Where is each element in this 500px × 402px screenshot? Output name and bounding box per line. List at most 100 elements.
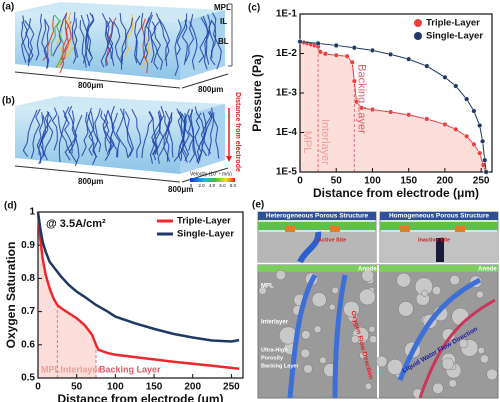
colorbar-tick: 8.0 bbox=[230, 183, 237, 188]
pore bbox=[398, 301, 414, 317]
pore bbox=[364, 382, 372, 390]
colorbar bbox=[190, 178, 235, 182]
panel-label: (e) bbox=[252, 200, 264, 211]
y-tick-label: 1E-2 bbox=[276, 48, 298, 59]
streak bbox=[123, 14, 134, 58]
streak bbox=[105, 20, 114, 67]
streak bbox=[41, 19, 50, 69]
arrow-head bbox=[226, 156, 232, 162]
data-point bbox=[315, 40, 321, 46]
streak bbox=[120, 17, 134, 65]
colorbar-tick: 4.0 bbox=[209, 183, 216, 188]
streak bbox=[79, 20, 87, 68]
data-point bbox=[297, 39, 303, 45]
streak bbox=[188, 108, 195, 152]
panel-a: (a) MPL IL BL 800μm 800μm bbox=[2, 2, 233, 94]
streak bbox=[81, 107, 92, 157]
streak bbox=[24, 19, 34, 63]
y-tick-label: 1E-3 bbox=[276, 88, 298, 99]
data-point bbox=[344, 53, 350, 59]
dim-label: 800μm bbox=[168, 185, 193, 194]
data-point bbox=[369, 107, 375, 113]
streak bbox=[179, 111, 190, 162]
streak bbox=[141, 18, 149, 74]
streak bbox=[185, 14, 195, 62]
x-tick-label: 250 bbox=[223, 382, 240, 393]
streak bbox=[174, 19, 182, 76]
dim-line bbox=[181, 167, 229, 183]
data-point bbox=[406, 56, 412, 62]
region-label: MPL bbox=[301, 131, 313, 154]
y-axis-label: Pressure (Pa) bbox=[250, 54, 264, 131]
pore bbox=[303, 364, 313, 374]
streak bbox=[38, 110, 53, 156]
streak bbox=[21, 15, 28, 63]
streak bbox=[94, 108, 102, 153]
direction-label: Distance from electrode bbox=[234, 92, 241, 172]
streak bbox=[67, 105, 78, 154]
pore bbox=[441, 357, 454, 370]
data-point bbox=[354, 99, 360, 105]
legend-label: Triple-Layer bbox=[426, 18, 480, 29]
region-label: MPL bbox=[41, 364, 61, 374]
streak bbox=[176, 13, 188, 56]
x-axis-label: Distance from electrode (μm) bbox=[313, 186, 479, 200]
streak bbox=[189, 21, 198, 70]
pore bbox=[301, 330, 311, 340]
streak bbox=[207, 112, 215, 156]
streak bbox=[202, 15, 210, 65]
layer-label: BL bbox=[218, 37, 229, 46]
y-axis-label: Oxygen Saturation bbox=[4, 242, 18, 349]
streak bbox=[100, 20, 111, 68]
x-tick-label: 150 bbox=[400, 176, 417, 187]
streak bbox=[85, 111, 94, 156]
series-line bbox=[36, 211, 240, 343]
pore bbox=[421, 289, 429, 297]
data-point bbox=[453, 83, 459, 89]
region-label: Interlayer bbox=[60, 364, 101, 374]
pore bbox=[369, 335, 378, 344]
data-point bbox=[406, 112, 412, 118]
channel bbox=[332, 274, 348, 399]
layer-label: MPL bbox=[214, 3, 231, 12]
streak bbox=[119, 108, 134, 157]
streak bbox=[82, 14, 95, 64]
box-top bbox=[15, 2, 225, 22]
streak bbox=[131, 109, 142, 158]
streak bbox=[72, 18, 78, 64]
streak bbox=[35, 13, 43, 61]
x-tick-label: 100 bbox=[107, 382, 124, 393]
x-axis-label: Distance from electrode (μm) bbox=[57, 392, 223, 402]
data-point bbox=[482, 157, 488, 163]
colorbar-tick: 2.0 bbox=[198, 183, 205, 188]
streak bbox=[115, 108, 129, 158]
pore bbox=[258, 286, 267, 295]
streak bbox=[103, 113, 118, 158]
streak bbox=[141, 110, 154, 159]
streak bbox=[58, 110, 68, 163]
pore bbox=[328, 303, 336, 311]
legend-label: Single-Layer bbox=[177, 229, 234, 240]
streak bbox=[198, 14, 211, 63]
streak bbox=[106, 17, 114, 60]
layer-label: Ultra-High bbox=[261, 347, 288, 353]
streak bbox=[102, 110, 113, 155]
colorbar-ticks: 0 2.0 4.0 6.0 8.0 bbox=[190, 183, 237, 188]
streak bbox=[42, 111, 54, 157]
streak bbox=[179, 108, 190, 163]
shaded-area bbox=[300, 41, 486, 172]
panel-label: (c) bbox=[248, 3, 260, 14]
streak bbox=[155, 13, 170, 61]
data-point bbox=[483, 169, 489, 175]
data-point bbox=[480, 138, 486, 144]
dim-label: 800μm bbox=[78, 81, 103, 90]
data-point bbox=[369, 47, 375, 53]
streak bbox=[30, 108, 41, 159]
streak bbox=[57, 115, 78, 164]
pore bbox=[458, 338, 469, 349]
y-tick-label: 0.7 bbox=[21, 306, 35, 317]
pore bbox=[331, 286, 339, 294]
series-line bbox=[299, 41, 487, 173]
pore bbox=[432, 382, 444, 395]
streak bbox=[134, 12, 144, 64]
